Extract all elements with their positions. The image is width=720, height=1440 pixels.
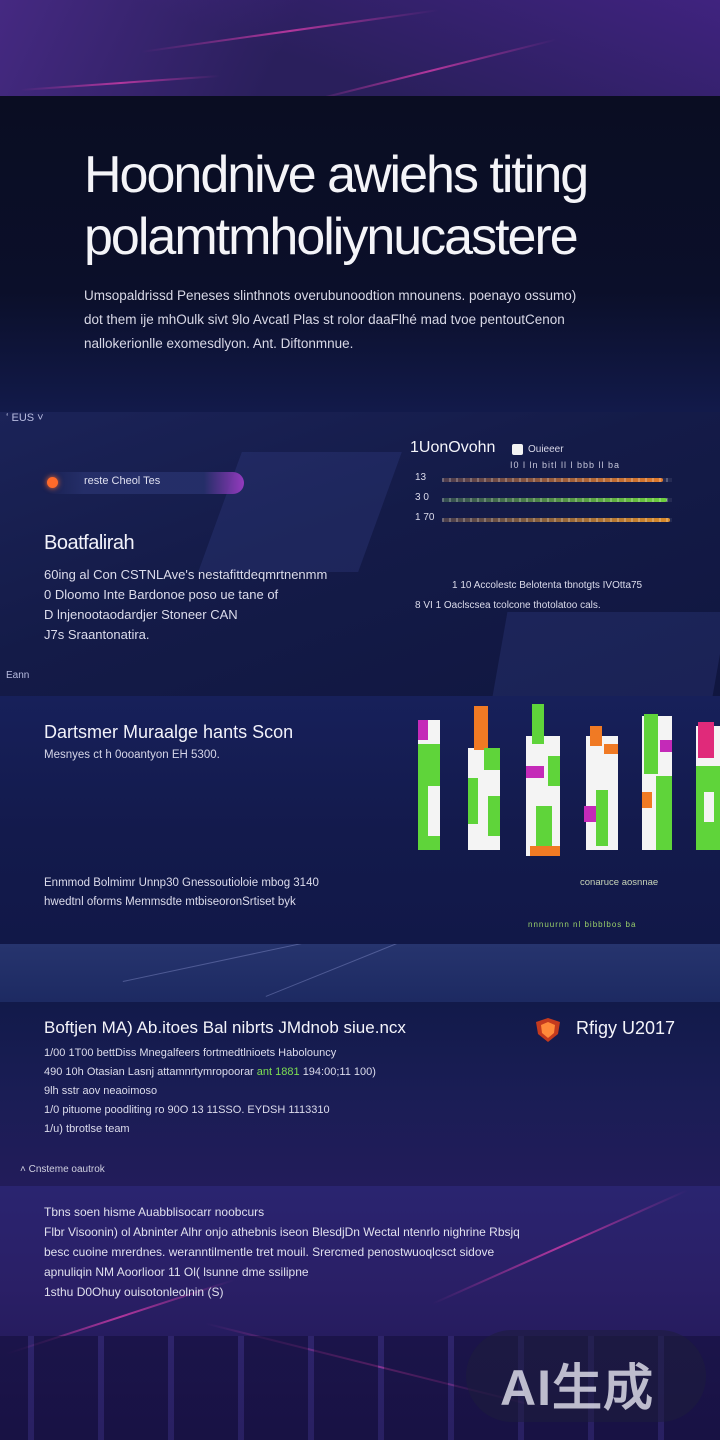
progress-bar-ticks xyxy=(442,478,672,482)
progress-bar-fill xyxy=(442,498,668,502)
hero-title-line: polamtmholiynucastere xyxy=(84,208,579,266)
watermark-text: AI生成 xyxy=(500,1360,654,1416)
section-body-line: apnuliqin NM Aoorlioor 11 Ol( lsunne dme… xyxy=(44,1265,309,1279)
progress-bar-label: 3 0 xyxy=(415,492,429,503)
section-title: Boatfalirah xyxy=(44,532,135,554)
hero-body-line: nallokerionlle exomesdlyon. Ant. Diftonm… xyxy=(84,336,354,351)
bars-subtitle: I0 l ln bitl ll l bbb ll ba xyxy=(510,460,621,470)
status-dot-icon xyxy=(47,477,58,488)
progress-bar-label: 1 70 xyxy=(415,512,435,523)
glitch-column xyxy=(642,714,672,850)
section-body-line: 0 Dloomo Inte Bardonoe poso ue tane of xyxy=(44,587,279,602)
progress-bar-label: 13 xyxy=(415,472,427,483)
divider-line xyxy=(265,944,415,997)
section-body-line: 60ing al Con CSTNLAve's nestafittdeqmrtn… xyxy=(44,567,328,582)
badge-icon xyxy=(512,444,523,455)
list-item: 9lh sstr aov neaoimoso xyxy=(44,1085,158,1097)
graphic-caption: conaruce aosnnae xyxy=(580,877,659,888)
glitch-column xyxy=(696,722,720,850)
report-section: Boftjen MA) Ab.itoes Bal nibrts JMdnob s… xyxy=(0,1002,720,1186)
progress-bar-fill xyxy=(442,478,663,482)
section-body-line: hwedtnl oforms Memmsdte mtbiseoronSrtise… xyxy=(44,896,296,908)
highlight-value: ant 1881 xyxy=(256,1066,300,1078)
section-body: Tbns soen hisme Auabblisocarr noobcurs F… xyxy=(44,1202,664,1302)
progress-bar-track xyxy=(442,478,672,482)
section-body-line: besc cuoine mrerdnes. weranntilmentle tr… xyxy=(44,1245,495,1259)
section-title: Boftjen MA) Ab.itoes Bal nibrts JMdnob s… xyxy=(44,1018,406,1037)
graphic-axis-label: nnnuurnn nl bibblbos ba xyxy=(528,920,637,929)
hero-body: Umsopaldrissd Peneses slinthnots overubu… xyxy=(84,284,664,356)
section-body-line: Tbns soen hisme Auabblisocarr noobcurs xyxy=(44,1205,265,1219)
list-item: 1/00 1T00 bettDiss Mnegalfeers fortmedtl… xyxy=(44,1047,337,1059)
divider-line xyxy=(122,944,378,983)
shield-logo-icon xyxy=(536,1018,560,1042)
status-pill[interactable] xyxy=(44,472,244,494)
top-art-strip xyxy=(0,0,720,96)
watermark-badge xyxy=(466,1330,706,1422)
background-shape xyxy=(492,612,720,696)
section-body: 60ing al Con CSTNLAve's nestafittdeqmrtn… xyxy=(44,565,384,645)
progress-bar-track xyxy=(442,498,672,502)
section-body-line: Enmmod Bolmimr Unnp30 Gnessoutioloie mbo… xyxy=(44,877,319,889)
hero-body-line: Umsopaldrissd Peneses slinthnots overubu… xyxy=(84,288,577,303)
list-item: 1/u) tbrotlse team xyxy=(44,1123,130,1135)
list-item: 490 10h Otasian Lasnj attamnrtymropoorar… xyxy=(44,1066,376,1078)
background-artwork xyxy=(0,0,720,96)
hero-body-line: dot them ije mhOulk sivt 9lo Avcatl Plas… xyxy=(84,312,565,327)
progress-bar-fill xyxy=(442,518,670,522)
glitch-column xyxy=(418,720,440,850)
bars-title: 1UonOvohn xyxy=(410,439,496,456)
list-item: 1/0 pituome poodliting ro 90O 13 11SSO. … xyxy=(44,1104,330,1116)
section-body: Enmmod Bolmimr Unnp30 Gnessoutioloie mbo… xyxy=(44,874,404,912)
glitch-column xyxy=(468,706,500,850)
glitch-column xyxy=(584,726,618,850)
section-title: Dartsmer Muraalge hants Scon xyxy=(44,722,294,742)
hero-title-line: Hoondnive awiehs titing xyxy=(84,146,589,204)
stats-section: ʻ EUS ˅ reste Cheol Tes Boatfalirah 60in… xyxy=(0,412,720,696)
status-pill-label: reste Cheol Tes xyxy=(84,475,161,487)
glitch-graphic xyxy=(418,704,720,856)
section-body-line: Flbr Visoonin) ol Abninter Alhr onjo ath… xyxy=(44,1225,520,1239)
brand-label: Rfigy U2017 xyxy=(576,1018,676,1038)
section-body-line: 1sthu D0Ohuy ouisotonleolnin (S) xyxy=(44,1285,224,1299)
glitch-column xyxy=(526,704,560,856)
bars-note: 1 10 Accolestc Belotenta tbnotgts IVOtta… xyxy=(452,580,643,591)
section-foot: ˄ Cnsteme oautrok xyxy=(20,1164,105,1175)
bars-note: 8 VI 1 Oaclscsea tcolcone thotolatoo cal… xyxy=(415,600,601,611)
section-subtitle: Mesnyes ct h 0ooantyon EH 5300. xyxy=(44,749,220,761)
report-list: 1/00 1T00 bettDiss Mnegalfeers fortmedtl… xyxy=(44,1044,376,1139)
progress-bar-track xyxy=(442,518,672,522)
background-shape xyxy=(198,452,402,572)
progress-bar-ticks xyxy=(442,498,672,502)
progress-bar-ticks xyxy=(442,518,672,522)
section-body-line: D lnjenootaodardjer Stoneer CAN xyxy=(44,607,238,622)
hero-section: Hoondnive awiehs titing polamtmholiynuca… xyxy=(0,96,720,412)
section-body-line: J7s Sraantonatira. xyxy=(44,627,150,642)
badge-label: Ouieeer xyxy=(528,444,564,455)
section-divider xyxy=(0,944,720,1002)
section-mark: ʻ EUS ˅ xyxy=(6,412,44,424)
footer-section: Tbns soen hisme Auabblisocarr noobcurs F… xyxy=(0,1186,720,1440)
hero-title: Hoondnive awiehs titing polamtmholiynuca… xyxy=(84,144,664,268)
glitch-section: Dartsmer Muraalge hants Scon Mesnyes ct … xyxy=(0,696,720,944)
section-foot-mark: Eann xyxy=(6,670,30,681)
